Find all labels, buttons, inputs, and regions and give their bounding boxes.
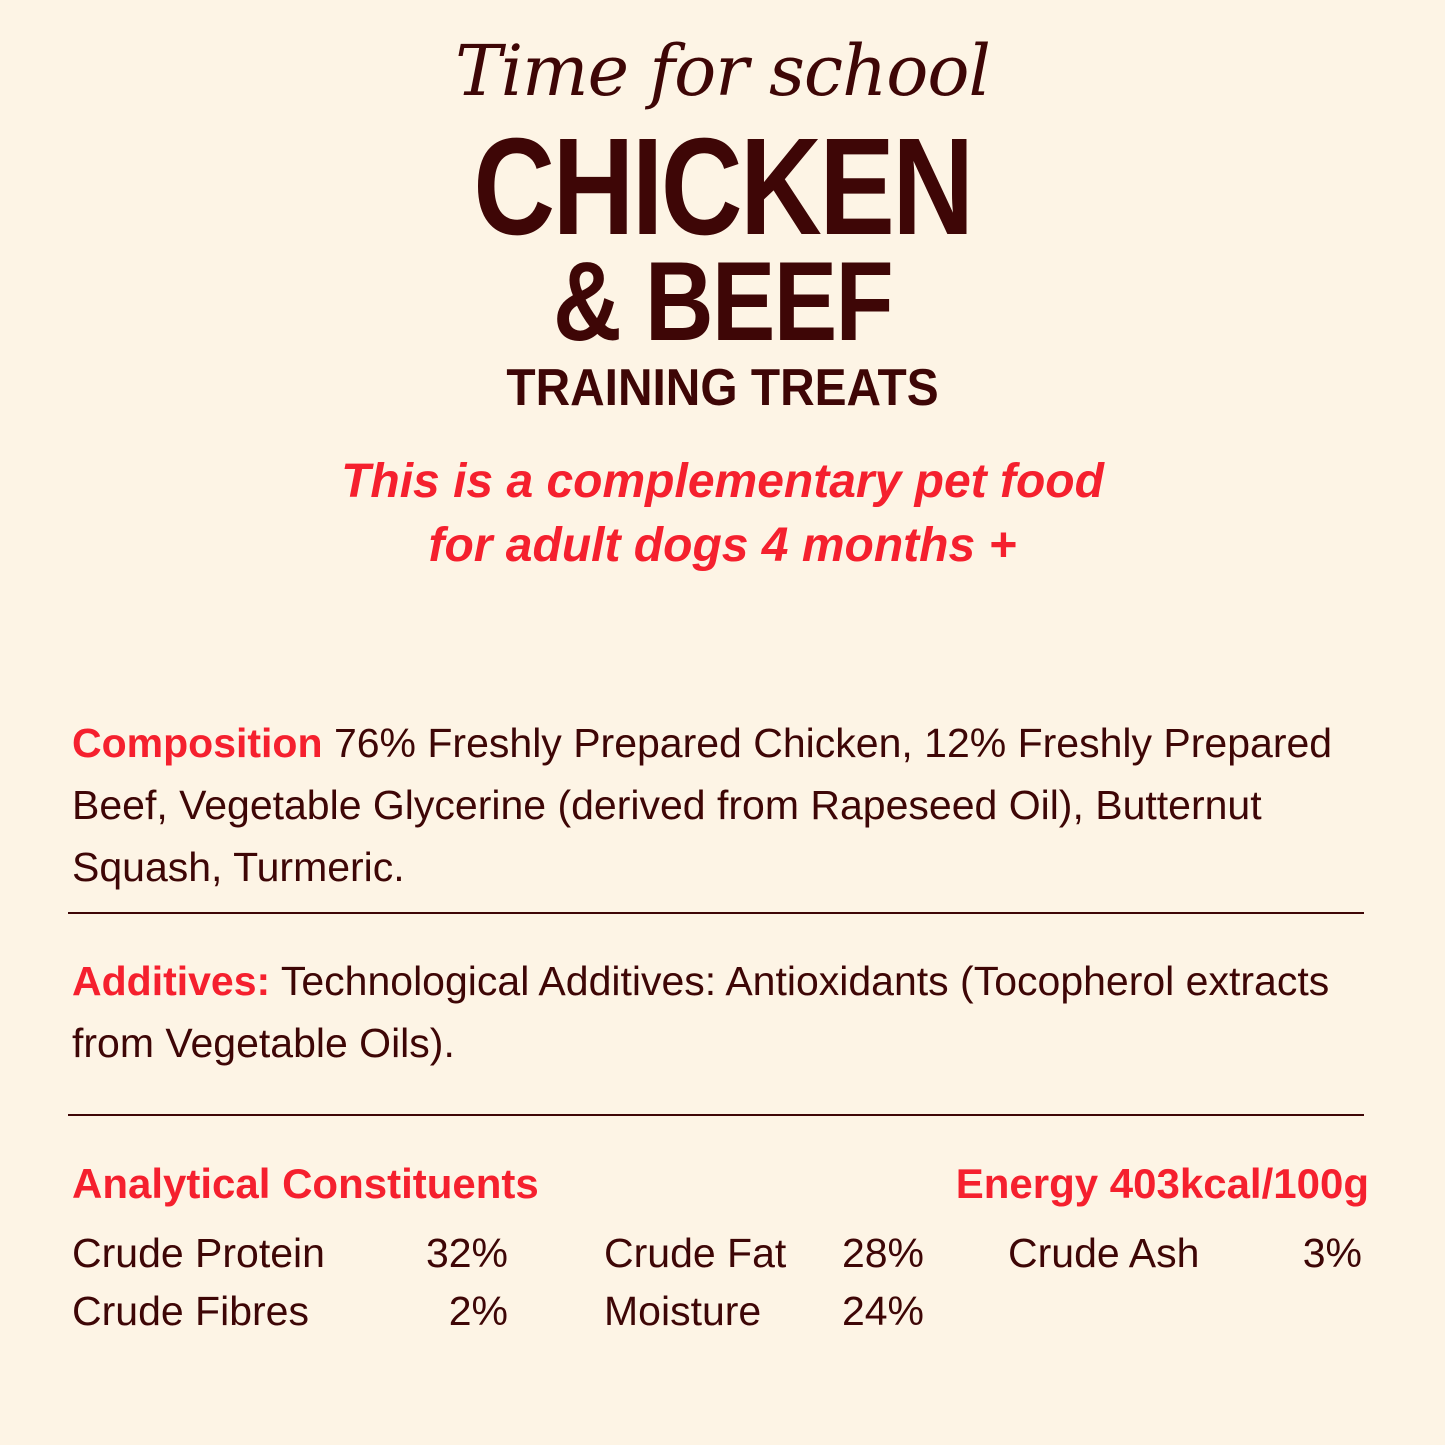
energy-value: Energy 403kcal/100g <box>955 1160 1369 1207</box>
additives-text: Technological Additives: Antioxidants (T… <box>72 958 1330 1066</box>
divider <box>68 912 1364 914</box>
nutrient-name: Crude Ash <box>1008 1230 1200 1276</box>
product-subtitle: TRAINING TREATS <box>506 359 939 417</box>
nutrient-value: 2% <box>448 1288 508 1334</box>
nutrient-name: Crude Fat <box>604 1230 787 1276</box>
complementary-claim: This is a complementary pet food for adu… <box>0 450 1445 578</box>
composition-text: 76% Freshly Prepared Chicken, 12% Freshl… <box>72 720 1333 890</box>
nutrient-value: 32% <box>425 1230 508 1276</box>
nutrient-name: Crude Protein <box>72 1230 325 1276</box>
nutrient-name: Moisture <box>604 1288 762 1334</box>
product-title-line1: CHICKEN <box>473 110 974 264</box>
product-title-line2: & BEEF <box>553 239 894 364</box>
nutrient-value: 28% <box>841 1230 924 1276</box>
additives-section: Additives: Technological Additives: Anti… <box>72 950 1372 1074</box>
claim-line1: This is a complementary pet food <box>341 455 1104 508</box>
additives-label: Additives: <box>72 958 271 1004</box>
composition-label: Composition <box>72 720 323 766</box>
script-title: Time for school <box>455 30 991 112</box>
nutrient-value: 3% <box>1302 1230 1362 1276</box>
claim-line2: for adult dogs 4 months + <box>428 519 1017 572</box>
divider <box>68 1114 1364 1116</box>
nutrient-name: Crude Fibres <box>72 1288 309 1334</box>
analytical-constituents-label: Analytical Constituents <box>72 1160 539 1207</box>
nutrient-value: 24% <box>841 1288 924 1334</box>
composition-section: Composition 76% Freshly Prepared Chicken… <box>72 712 1372 898</box>
